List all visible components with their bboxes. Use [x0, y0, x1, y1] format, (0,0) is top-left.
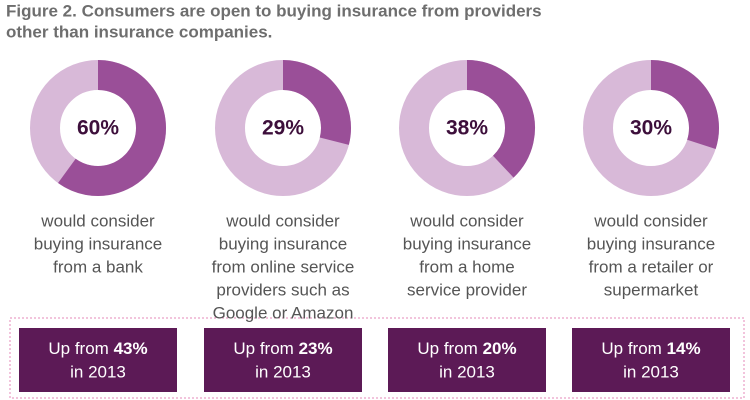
title: Figure 2. Consumers are open to buying i… [6, 1, 542, 20]
note-suffix: in 2013 [623, 362, 679, 381]
note-box [19, 328, 177, 392]
caption-line: from a retailer or [589, 257, 714, 276]
note-text: Up from 23% [233, 339, 332, 358]
donut-segment [466, 60, 535, 178]
note-value: 14% [667, 339, 701, 358]
caption-line: buying insurance [219, 234, 348, 253]
caption-line: would consider [225, 211, 340, 230]
caption-line: buying insurance [34, 234, 163, 253]
caption-line: would consider [40, 211, 155, 230]
caption-line: Google or Amazon [213, 303, 354, 322]
caption-line: from a home [419, 257, 514, 276]
caption-line: from online service [212, 257, 355, 276]
note-suffix: in 2013 [255, 362, 311, 381]
note-text: Up from 20% [417, 339, 516, 358]
note-text: Up from 43% [48, 339, 147, 358]
caption-line: providers such as [216, 280, 349, 299]
donut-value-label: 60% [77, 117, 119, 140]
note-text: Up from 14% [601, 339, 700, 358]
note-value: 20% [483, 339, 517, 358]
donut-value-label: 38% [446, 117, 488, 140]
donut-segment [58, 60, 166, 196]
note-prefix: Up from [233, 339, 293, 358]
caption-line: buying insurance [403, 234, 532, 253]
note-value: 43% [114, 339, 148, 358]
caption-line: would consider [409, 211, 524, 230]
note-box [572, 328, 730, 392]
donut-value-label: 30% [630, 117, 672, 140]
note-prefix: Up from [417, 339, 477, 358]
note-suffix: in 2013 [439, 362, 495, 381]
caption-line: buying insurance [587, 234, 716, 253]
note-prefix: Up from [601, 339, 661, 358]
note-prefix: Up from [48, 339, 108, 358]
title: other than insurance companies. [6, 22, 272, 41]
note-value: 23% [299, 339, 333, 358]
note-suffix: in 2013 [70, 362, 126, 381]
caption-line: service provider [407, 280, 527, 299]
caption-line: supermarket [604, 280, 699, 299]
note-box [204, 328, 362, 392]
note-box [388, 328, 546, 392]
donut-value-label: 29% [262, 117, 304, 140]
caption-line: would consider [593, 211, 708, 230]
donut-segment [282, 60, 351, 145]
donut-segment [650, 60, 719, 149]
note-frame [9, 317, 745, 399]
caption-line: from a bank [53, 257, 143, 276]
